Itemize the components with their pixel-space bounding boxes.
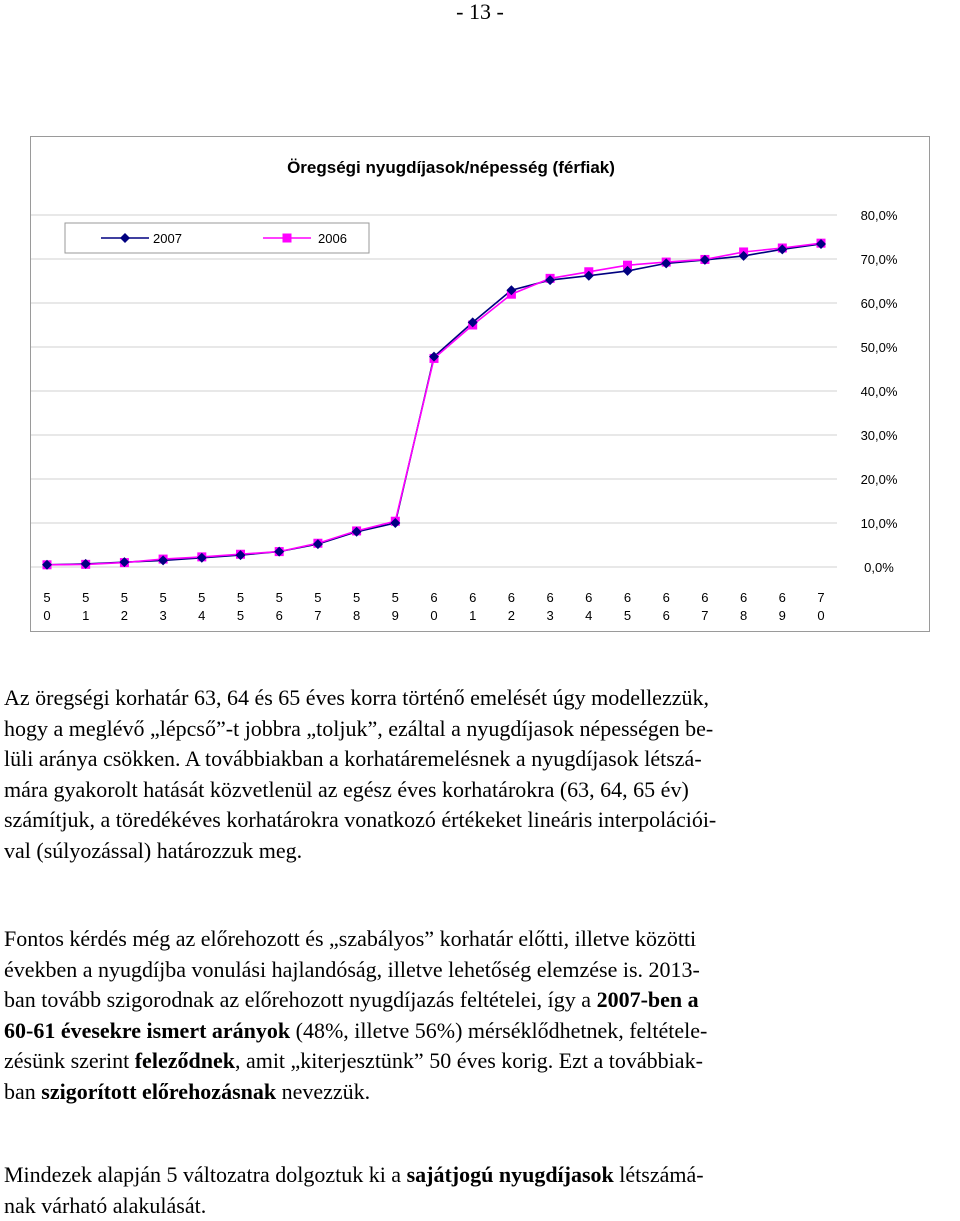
- x-tick-label: 8: [353, 608, 360, 623]
- x-tick-label: 6: [469, 590, 476, 605]
- x-tick-label: 5: [392, 590, 399, 605]
- legend-label-2006: 2006: [318, 231, 347, 246]
- x-tick-label: 5: [353, 590, 360, 605]
- x-tick-label: 1: [82, 608, 89, 623]
- y-tick-label: 20,0%: [861, 472, 898, 487]
- x-tick-label: 5: [276, 590, 283, 605]
- chart-frame: Öregségi nyugdíjasok/népesség (férfiak) 0…: [30, 136, 930, 632]
- bold-text: sajátjogú nyugdíjasok: [407, 1162, 614, 1187]
- chart-title: Öregségi nyugdíjasok/népesség (férfiak): [287, 158, 615, 177]
- paragraph-2: Fontos kérdés még az előrehozott és „sza…: [4, 924, 956, 1107]
- bold-text: 60-61 évesekre ismert arányok: [4, 1018, 290, 1043]
- x-tick-label: 5: [82, 590, 89, 605]
- x-tick-label: 9: [779, 608, 786, 623]
- x-tick-label: 4: [198, 608, 205, 623]
- text-run: ban tovább szigorodnak az előrehozott ny…: [4, 987, 597, 1012]
- x-tick-label: 6: [276, 608, 283, 623]
- x-tick-label: 5: [121, 590, 128, 605]
- x-tick-label: 6: [430, 590, 437, 605]
- x-tick-label: 5: [237, 608, 244, 623]
- paragraph-1-line: mára gyakorolt hatását közvetlenül az eg…: [4, 775, 956, 806]
- x-tick-label: 0: [430, 608, 437, 623]
- paragraph-2-line: 60-61 évesekre ismert arányok (48%, ille…: [4, 1016, 956, 1047]
- legend-marker-2006: [283, 234, 292, 243]
- paragraph-1-line: Az öregségi korhatár 63, 64 és 65 éves k…: [4, 683, 956, 714]
- y-tick-label: 30,0%: [861, 428, 898, 443]
- paragraph-2-line: zésünk szerint feleződnek, amit „kiterje…: [4, 1046, 956, 1077]
- page-number: - 13 -: [0, 0, 960, 28]
- x-tick-label: 9: [392, 608, 399, 623]
- paragraph-1-line: hogy a meglévő „lépcső”-t jobbra „toljuk…: [4, 714, 956, 745]
- x-tick-label: 5: [624, 608, 631, 623]
- x-tick-label: 3: [546, 608, 553, 623]
- text-run: létszámá-: [614, 1162, 704, 1187]
- x-tick-label: 5: [43, 590, 50, 605]
- paragraph-1-line: számítjuk, a töredékéves korhatárokra vo…: [4, 805, 956, 836]
- paragraph-2-line: ban szigorított előrehozásnak nevezzük.: [4, 1077, 956, 1108]
- text-run: Mindezek alapján 5 változatra dolgoztuk …: [4, 1162, 407, 1187]
- bold-text: feleződnek: [135, 1048, 235, 1073]
- y-tick-label: 60,0%: [861, 296, 898, 311]
- x-tick-label: 2: [121, 608, 128, 623]
- text-run: , amit „kiterjesztünk” 50 éves korig. Ez…: [235, 1048, 703, 1073]
- paragraph-1-line: val (súlyozással) határozzuk meg.: [4, 836, 956, 867]
- x-tick-label: 7: [701, 608, 708, 623]
- x-tick-label: 6: [508, 590, 515, 605]
- x-tick-label: 8: [740, 608, 747, 623]
- text-run: ban: [4, 1079, 41, 1104]
- chart: Öregségi nyugdíjasok/népesség (férfiak) 0…: [31, 137, 929, 631]
- text-run: zésünk szerint: [4, 1048, 135, 1073]
- paragraph-2-line: ban tovább szigorodnak az előrehozott ny…: [4, 985, 956, 1016]
- paragraph-2-line: években a nyugdíjba vonulási hajlandóság…: [4, 955, 956, 986]
- x-tick-label: 0: [817, 608, 824, 623]
- y-tick-label: 10,0%: [861, 516, 898, 531]
- x-tick-label: 7: [314, 608, 321, 623]
- x-tick-label: 7: [817, 590, 824, 605]
- text-run: (48%, illetve 56%) mérséklődhetnek, felt…: [290, 1018, 707, 1043]
- x-tick-label: 2: [508, 608, 515, 623]
- x-tick-label: 6: [663, 608, 670, 623]
- y-tick-label: 40,0%: [861, 384, 898, 399]
- paragraph-3-line: Mindezek alapján 5 változatra dolgoztuk …: [4, 1160, 956, 1191]
- legend-label-2007: 2007: [153, 231, 182, 246]
- x-tick-label: 3: [159, 608, 166, 623]
- y-tick-label: 50,0%: [861, 340, 898, 355]
- x-tick-label: 6: [663, 590, 670, 605]
- series-line-2007: [47, 244, 821, 565]
- x-tick-label: 0: [43, 608, 50, 623]
- y-tick-label: 70,0%: [861, 252, 898, 267]
- series-line-2006: [47, 243, 821, 565]
- x-tick-label: 6: [740, 590, 747, 605]
- y-tick-label: 80,0%: [861, 208, 898, 223]
- x-tick-label: 6: [779, 590, 786, 605]
- y-tick-label: 0,0%: [864, 560, 894, 575]
- x-tick-label: 5: [159, 590, 166, 605]
- x-tick-label: 4: [585, 608, 592, 623]
- bold-text: szigorított előrehozásnak: [41, 1079, 276, 1104]
- paragraph-2-line: Fontos kérdés még az előrehozott és „sza…: [4, 924, 956, 955]
- paragraph-1-line: lüli aránya csökken. A továbbiakban a ko…: [4, 744, 956, 775]
- paragraph-1: Az öregségi korhatár 63, 64 és 65 éves k…: [4, 683, 956, 866]
- x-tick-label: 5: [198, 590, 205, 605]
- x-tick-label: 6: [546, 590, 553, 605]
- bold-text: 2007-ben a: [597, 987, 699, 1012]
- paragraph-3-line: nak várható alakulását.: [4, 1191, 956, 1221]
- text-run: nevezzük.: [276, 1079, 370, 1104]
- x-tick-label: 6: [585, 590, 592, 605]
- x-tick-label: 5: [314, 590, 321, 605]
- x-tick-label: 6: [701, 590, 708, 605]
- x-tick-label: 6: [624, 590, 631, 605]
- x-tick-label: 5: [237, 590, 244, 605]
- x-tick-label: 1: [469, 608, 476, 623]
- paragraph-3: Mindezek alapján 5 változatra dolgoztuk …: [4, 1160, 956, 1221]
